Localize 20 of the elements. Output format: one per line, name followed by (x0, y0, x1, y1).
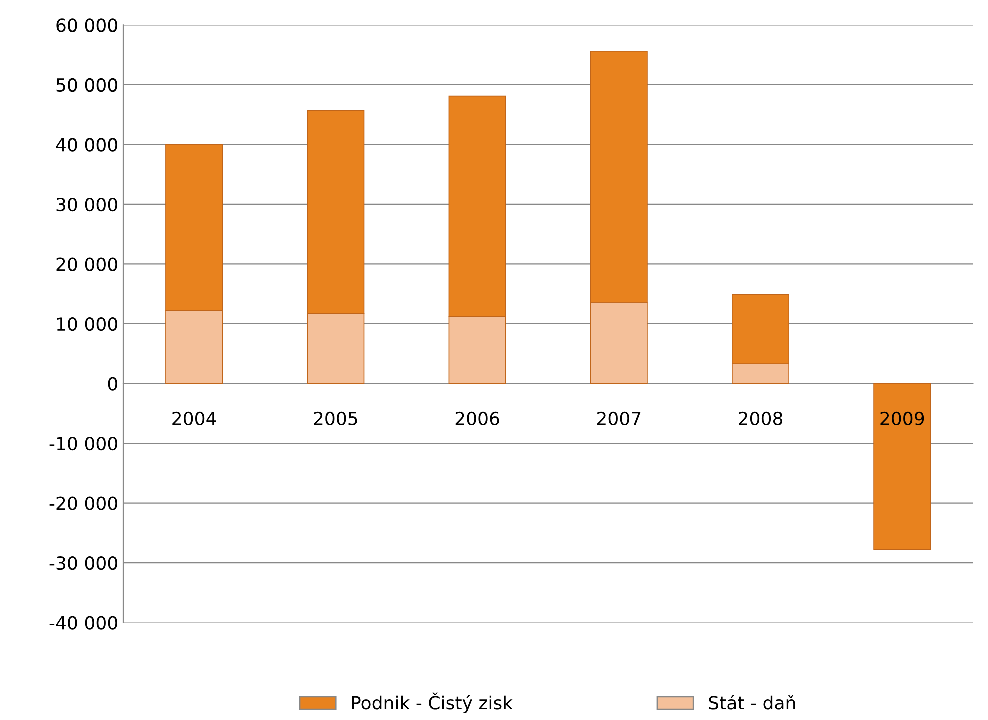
bar (874, 383, 932, 550)
x-tick-label: 2008 (739, 412, 782, 426)
x-tick-label: 2006 (456, 412, 500, 426)
y-tick-label: 40 000 (56, 138, 118, 152)
x-tick-label: 2005 (314, 412, 358, 426)
x-tick-label: 2004 (172, 412, 216, 426)
y-tick-label: 30 000 (56, 198, 118, 212)
y-tick-label: -40 000 (50, 616, 118, 630)
y-tick-label: 10 000 (57, 317, 118, 332)
y-tick-label: -20 000 (50, 496, 118, 510)
y-tick-label: 50 000 (56, 78, 118, 92)
legend-label: Podnik - Čistý zisk (352, 692, 514, 714)
y-tick-label: -30 000 (50, 556, 118, 570)
y-tick-label: -10 000 (50, 436, 118, 451)
y-tick-label: 0 (108, 377, 118, 391)
x-tick-label: 2009 (880, 412, 924, 426)
y-tick-label: 60 000 (56, 18, 118, 32)
legend-label: Stát - daň (709, 695, 796, 710)
y-tick-label: 20 000 (56, 258, 118, 272)
x-tick-label: 2007 (597, 412, 641, 426)
